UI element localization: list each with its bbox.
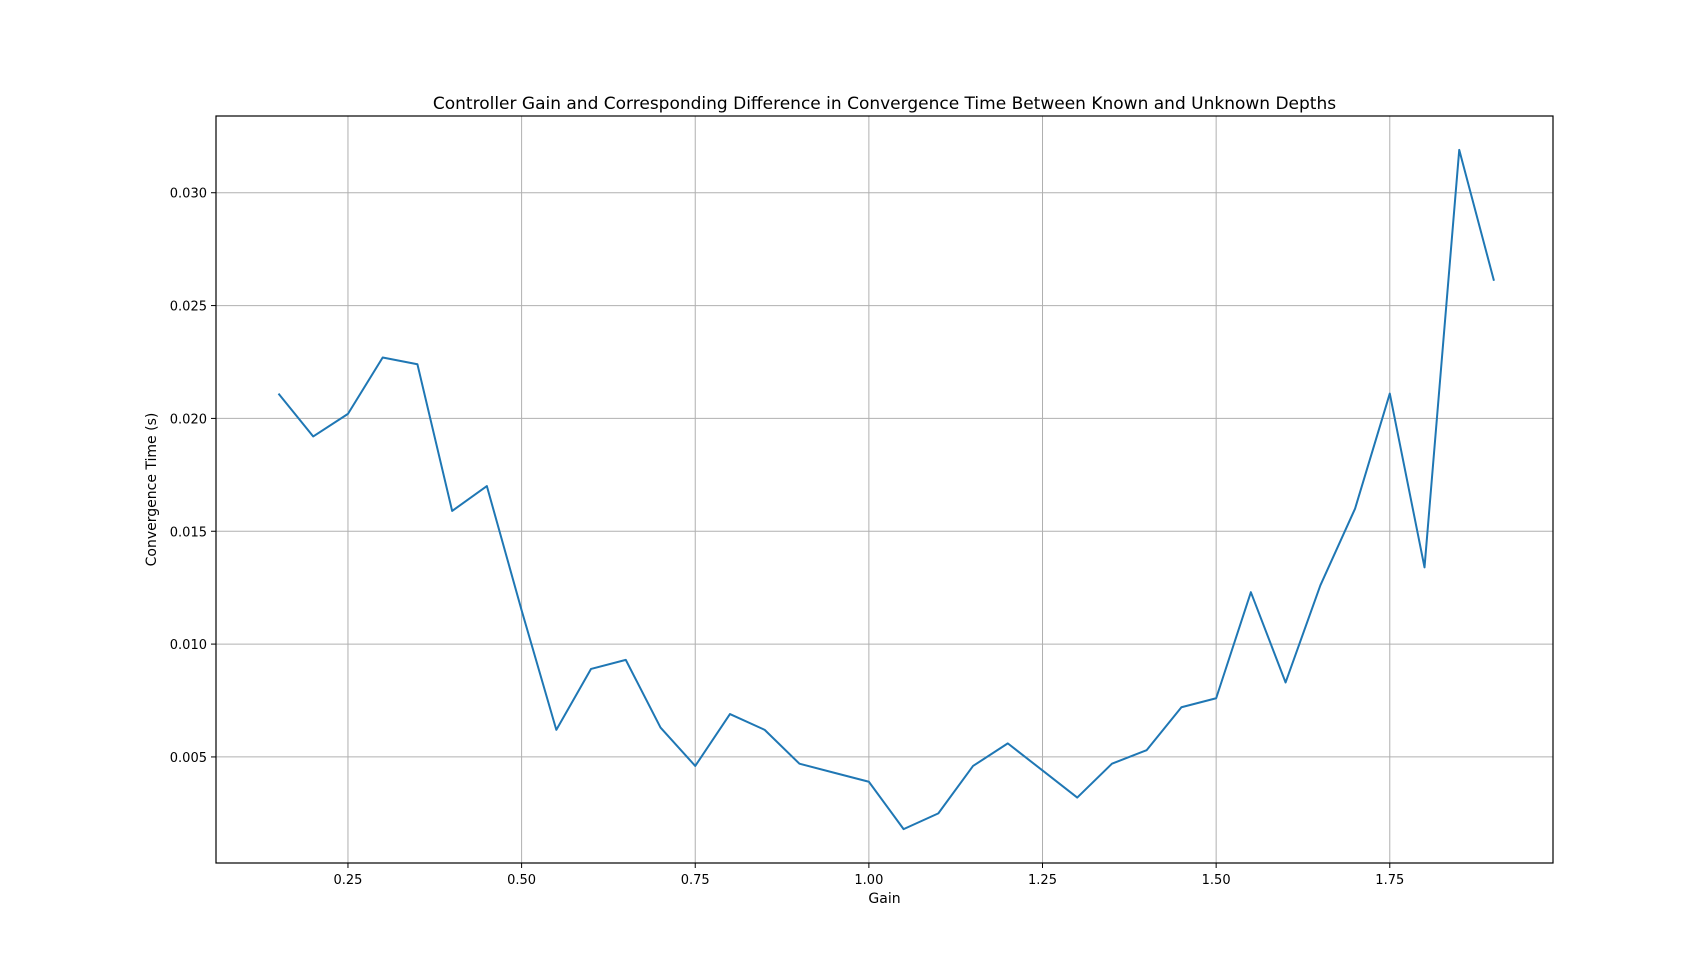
data-point	[589, 667, 593, 671]
data-point	[1214, 696, 1218, 700]
x-tick-label: 1.50	[1202, 873, 1231, 888]
y-tick-label: 0.020	[170, 412, 207, 427]
x-tick-label: 1.25	[1028, 873, 1057, 888]
data-point	[381, 355, 385, 359]
y-tick-label: 0.015	[170, 525, 207, 540]
data-point	[485, 484, 489, 488]
chart-title: Controller Gain and Corresponding Differ…	[433, 94, 1336, 114]
data-point	[346, 412, 350, 416]
data-point	[832, 771, 836, 775]
x-tick-label: 1.75	[1375, 873, 1404, 888]
grid-lines	[216, 116, 1553, 863]
data-point	[971, 764, 975, 768]
data-point	[1353, 507, 1357, 511]
data-point	[624, 658, 628, 662]
x-tick-label: 0.50	[507, 873, 536, 888]
data-point	[728, 712, 732, 716]
y-tick-label: 0.010	[170, 638, 207, 653]
data-point	[659, 726, 663, 730]
series-line	[277, 148, 1495, 831]
x-tick-label: 0.25	[333, 873, 362, 888]
series-layer	[277, 148, 1496, 831]
plot-area-frame	[215, 115, 1554, 864]
data-point	[554, 728, 558, 732]
x-axis-label: Gain	[868, 891, 900, 907]
data-point	[1457, 148, 1461, 152]
data-point	[797, 762, 801, 766]
data-point	[1249, 590, 1253, 594]
data-point	[1179, 705, 1183, 709]
data-point	[1110, 762, 1114, 766]
data-point	[1075, 796, 1079, 800]
data-point	[520, 608, 524, 612]
data-point	[450, 509, 454, 513]
data-point	[1006, 741, 1010, 745]
y-tick-label: 0.030	[170, 187, 207, 202]
y-tick-label: 0.005	[170, 751, 207, 766]
data-point	[1041, 768, 1045, 772]
data-point	[1388, 392, 1392, 396]
y-tick-label: 0.025	[170, 300, 207, 315]
data-point	[1284, 680, 1288, 684]
data-point	[693, 764, 697, 768]
x-tick-label: 1.00	[854, 873, 883, 888]
x-tick-label: 0.75	[681, 873, 710, 888]
data-point	[763, 728, 767, 732]
data-point	[277, 392, 281, 396]
data-point	[1492, 279, 1496, 283]
data-point	[415, 362, 419, 366]
data-point	[867, 780, 871, 784]
data-point	[1318, 583, 1322, 587]
y-axis-label: Convergence Time (s)	[144, 413, 160, 567]
data-point	[1423, 565, 1427, 569]
axis-ticks: 0.25 0.50 0.75 1.00 1.25 1.50 1.75 0.005 0.010 0.…	[170, 187, 1404, 888]
data-point	[936, 811, 940, 815]
data-point	[902, 827, 906, 831]
data-point	[311, 434, 315, 438]
data-point	[1145, 748, 1149, 752]
